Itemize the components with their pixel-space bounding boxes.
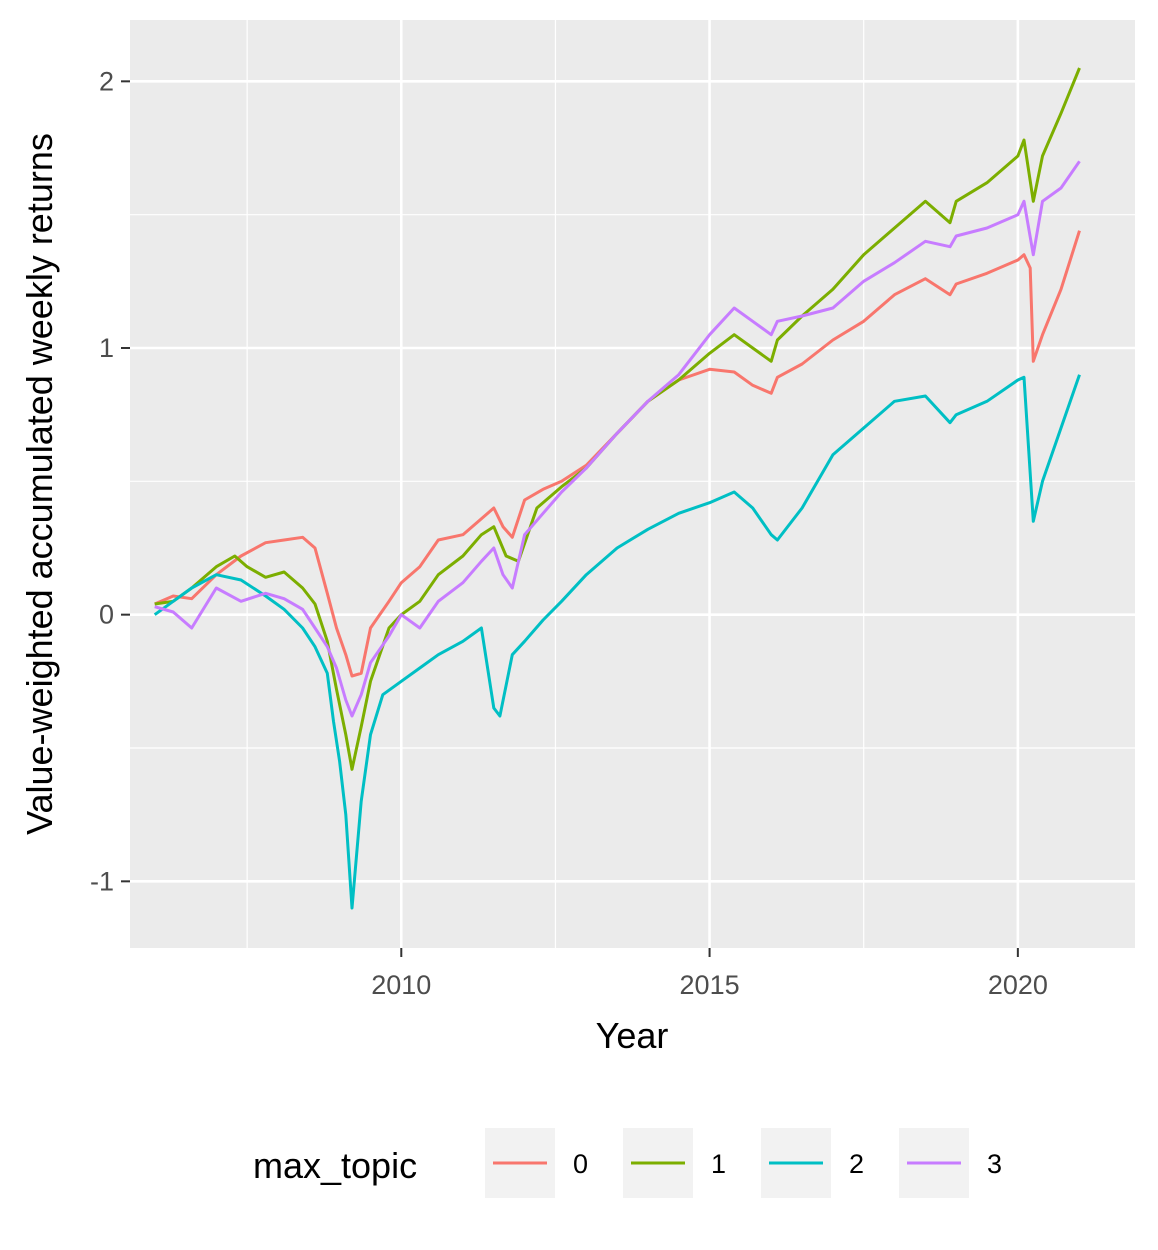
legend-items: 0 1 2 3 <box>485 1128 1002 1198</box>
series-line-2 <box>153 374 1081 910</box>
y-axis: -1 0 1 2 <box>90 66 130 896</box>
grid-major <box>130 20 1135 948</box>
x-tick-label: 2010 <box>371 970 431 1000</box>
legend-label-3: 3 <box>987 1149 1002 1179</box>
y-axis-title: Value-weighted accumulated weekly return… <box>19 133 60 835</box>
y-tick-label: -1 <box>90 866 114 896</box>
legend: max_topic 0 1 2 3 <box>253 1128 1002 1198</box>
legend-label-0: 0 <box>573 1149 588 1179</box>
y-tick-label: 0 <box>99 600 114 630</box>
x-axis: 2010 2015 2020 <box>371 948 1048 1000</box>
legend-label-1: 1 <box>711 1149 726 1179</box>
series-layer <box>153 67 1081 910</box>
x-tick-label: 2020 <box>988 970 1048 1000</box>
x-tick-label: 2015 <box>680 970 740 1000</box>
legend-label-2: 2 <box>849 1149 864 1179</box>
grid-minor <box>130 20 1135 948</box>
plot-panel <box>130 20 1135 948</box>
y-tick-label: 2 <box>99 66 114 96</box>
series-line-0 <box>154 230 1081 678</box>
legend-title: max_topic <box>253 1145 417 1186</box>
x-axis-title: Year <box>596 1015 669 1056</box>
series-line-1 <box>154 67 1081 771</box>
series-line-3 <box>154 160 1081 718</box>
y-tick-label: 1 <box>99 333 114 363</box>
